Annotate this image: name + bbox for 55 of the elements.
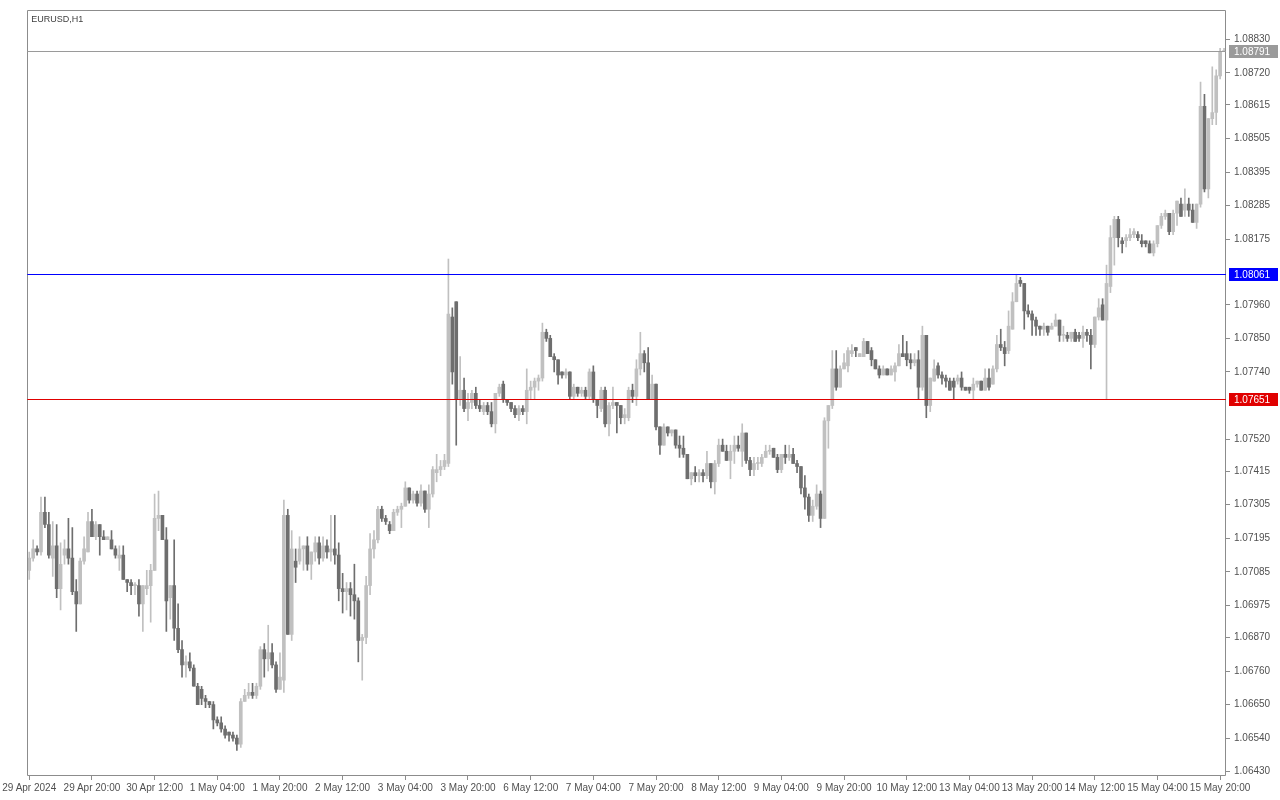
x-tick-label: 30 Apr 12:00 bbox=[126, 781, 184, 793]
candlestick bbox=[458, 356, 462, 406]
ref-line-label: 1.08061 bbox=[1234, 268, 1271, 280]
x-tick-label: 29 Apr 2024 bbox=[2, 781, 57, 793]
candlestick bbox=[783, 444, 788, 464]
ref-line-label: 1.08791 bbox=[1234, 45, 1271, 57]
ref-line-label: 1.07651 bbox=[1234, 393, 1271, 405]
x-tick-label: 1 May 04:00 bbox=[189, 781, 246, 793]
x-tick-label: 13 May 04:00 bbox=[939, 781, 1001, 793]
y-tick-label: 1.08285 bbox=[1234, 199, 1271, 211]
candlestick bbox=[50, 521, 55, 577]
candlestick bbox=[787, 444, 792, 461]
y-tick-label: 1.08830 bbox=[1234, 33, 1271, 45]
y-tick-label: 1.08505 bbox=[1234, 132, 1271, 144]
y-tick-label: 1.06760 bbox=[1234, 664, 1271, 676]
candlestick bbox=[129, 579, 133, 596]
candlestick bbox=[615, 402, 619, 434]
x-tick-label: 15 May 04:00 bbox=[1127, 781, 1189, 793]
x-tick-label: 14 May 12:00 bbox=[1064, 781, 1126, 793]
y-tick-label: 1.07740 bbox=[1234, 365, 1271, 377]
candlestick bbox=[1089, 328, 1093, 370]
y-tick-label: 1.06430 bbox=[1234, 765, 1271, 777]
text: EURUSD,H1 bbox=[31, 13, 84, 24]
y-tick-label: 1.07850 bbox=[1234, 332, 1271, 344]
y-tick-label: 1.07520 bbox=[1234, 432, 1271, 444]
y-tick-label: 1.08720 bbox=[1234, 66, 1271, 78]
candlestick bbox=[133, 582, 137, 596]
y-tick-label: 1.08395 bbox=[1234, 165, 1271, 177]
y-tick-label: 1.07195 bbox=[1234, 532, 1271, 544]
x-tick-label: 9 May 20:00 bbox=[816, 781, 873, 793]
y-tick-label: 1.06650 bbox=[1234, 698, 1271, 710]
x-tick-label: 8 May 12:00 bbox=[691, 781, 747, 793]
x-tick-label: 6 May 12:00 bbox=[503, 781, 559, 793]
x-tick-label: 9 May 04:00 bbox=[753, 781, 810, 793]
x-tick-label: 1 May 20:00 bbox=[252, 781, 308, 793]
y-tick-label: 1.08175 bbox=[1234, 232, 1271, 244]
y-tick-label: 1.06540 bbox=[1234, 731, 1271, 743]
y-tick-label: 1.06975 bbox=[1234, 599, 1271, 611]
x-tick-label: 10 May 12:00 bbox=[876, 781, 938, 793]
x-tick-label: 7 May 04:00 bbox=[565, 781, 622, 793]
candlestick bbox=[900, 334, 905, 358]
x-tick-label: 13 May 20:00 bbox=[1001, 781, 1063, 793]
x-tick-label: 7 May 20:00 bbox=[628, 781, 684, 793]
y-tick-label: 1.08615 bbox=[1234, 98, 1271, 110]
y-tick-label: 1.07085 bbox=[1234, 565, 1271, 577]
x-tick-label: 29 Apr 20:00 bbox=[63, 781, 121, 793]
x-tick-label: 3 May 20:00 bbox=[440, 781, 496, 793]
y-tick-label: 1.07960 bbox=[1234, 298, 1271, 310]
y-tick-label: 1.07415 bbox=[1234, 464, 1271, 476]
candlestick bbox=[736, 435, 741, 452]
y-tick-label: 1.06870 bbox=[1234, 631, 1271, 643]
x-tick-label: 15 May 20:00 bbox=[1189, 781, 1251, 793]
x-tick-label: 3 May 04:00 bbox=[377, 781, 434, 793]
y-tick-label: 1.07305 bbox=[1234, 498, 1271, 510]
x-tick-label: 2 May 12:00 bbox=[315, 781, 371, 793]
